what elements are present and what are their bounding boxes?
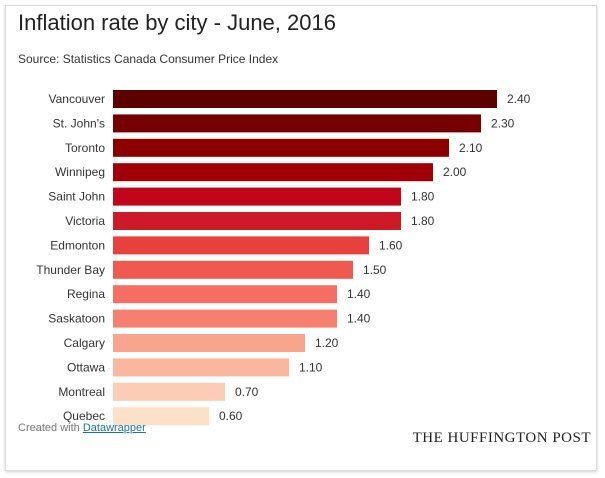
value-label-saint-john: 1.80 xyxy=(411,190,435,204)
bar-ottawa xyxy=(113,358,289,377)
value-label-victoria: 1.80 xyxy=(411,214,435,228)
bar-toronto xyxy=(113,138,449,157)
category-label-regina: Regina xyxy=(67,287,105,301)
publisher-logo: THE HUFFINGTON POST xyxy=(412,430,591,446)
value-label-saskatoon: 1.40 xyxy=(347,312,371,326)
category-label-vancouver: Vancouver xyxy=(49,92,105,106)
value-label-calgary: 1.20 xyxy=(315,336,339,350)
value-label-st-john-s: 2.30 xyxy=(491,116,515,130)
category-label-saskatoon: Saskatoon xyxy=(48,312,105,326)
value-label-regina: 1.40 xyxy=(347,287,371,301)
bar-saint-john xyxy=(113,187,401,206)
category-label-thunder-bay: Thunder Bay xyxy=(36,263,105,277)
category-label-victoria: Victoria xyxy=(65,214,105,228)
bar-vancouver xyxy=(113,90,497,108)
value-label-ottawa: 1.10 xyxy=(299,360,323,374)
footer-credit: Created with Datawrapper xyxy=(18,422,146,434)
value-label-winnipeg: 2.00 xyxy=(443,165,467,179)
category-label-winnipeg: Winnipeg xyxy=(55,165,105,179)
category-label-edmonton: Edmonton xyxy=(50,238,105,252)
bar-victoria xyxy=(113,212,401,230)
value-label-montreal: 0.70 xyxy=(235,385,259,399)
category-label-toronto: Toronto xyxy=(65,141,105,155)
footer-created-with: Created with xyxy=(18,422,80,434)
bar-quebec xyxy=(113,407,209,426)
datawrapper-link[interactable]: Datawrapper xyxy=(82,422,146,434)
value-label-toronto: 2.10 xyxy=(459,141,483,155)
category-label-ottawa: Ottawa xyxy=(67,360,105,374)
chart-title: Inflation rate by city - June, 2016 xyxy=(18,10,336,35)
bar-thunder-bay xyxy=(113,260,353,279)
chart-source: Source: Statistics Canada Consumer Price… xyxy=(18,52,279,66)
category-label-saint-john: Saint John xyxy=(48,190,105,204)
value-label-vancouver: 2.40 xyxy=(507,92,531,106)
bar-edmonton xyxy=(113,236,369,255)
category-label-quebec: Quebec xyxy=(63,409,105,423)
bar-calgary xyxy=(113,334,305,352)
value-label-quebec: 0.60 xyxy=(219,409,243,423)
bar-st-john-s xyxy=(113,114,481,133)
bar-regina xyxy=(113,285,337,304)
value-label-edmonton: 1.60 xyxy=(379,238,403,252)
bar-winnipeg xyxy=(113,163,433,182)
value-label-thunder-bay: 1.50 xyxy=(363,263,387,277)
bar-montreal xyxy=(113,382,225,401)
category-label-calgary: Calgary xyxy=(64,336,105,350)
bar-saskatoon xyxy=(113,309,337,328)
category-label-montreal: Montreal xyxy=(58,385,105,399)
category-label-st-john-s: St. John's xyxy=(53,116,105,130)
